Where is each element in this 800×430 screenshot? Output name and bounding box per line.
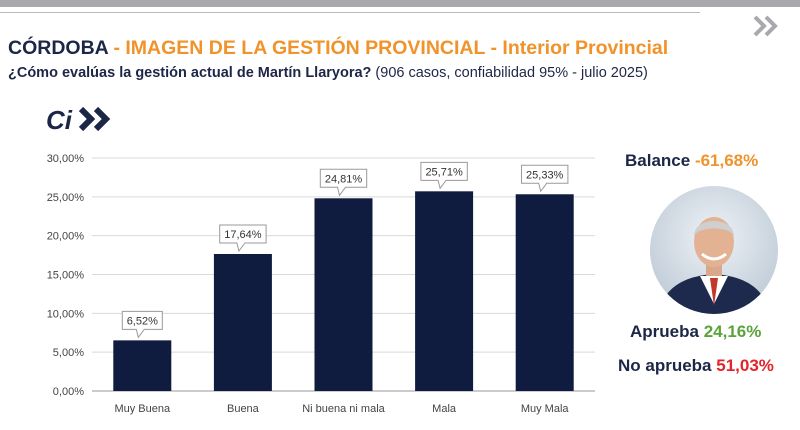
x-tick-label: Muy Mala bbox=[521, 403, 570, 415]
data-label-callout bbox=[420, 161, 468, 190]
balance-value: -61,68% bbox=[694, 151, 759, 170]
y-tick-label: 10,00% bbox=[47, 308, 85, 320]
data-label: 17,64% bbox=[224, 229, 262, 241]
disapprove-value: 51,03% bbox=[716, 356, 774, 375]
x-tick-label: Muy Buena bbox=[114, 403, 171, 415]
title-main: IMAGEN DE LA GESTIÓN PROVINCIAL - Interi… bbox=[125, 37, 669, 59]
bar bbox=[213, 253, 272, 391]
double-chevron-right-icon[interactable] bbox=[752, 14, 780, 38]
top-bar bbox=[0, 0, 800, 7]
y-tick-label: 0,00% bbox=[53, 386, 84, 398]
question-details: (906 casos, confiabilidad 95% - julio 20… bbox=[371, 65, 648, 81]
bar bbox=[515, 194, 574, 391]
double-chevron-logo-icon bbox=[78, 106, 111, 132]
logo: Ci bbox=[46, 105, 111, 134]
title-region: CÓRDOBA bbox=[8, 37, 109, 59]
logo-text: Ci bbox=[46, 105, 73, 134]
balance-label: Balance bbox=[625, 151, 691, 170]
y-tick-label: 30,00% bbox=[47, 153, 85, 165]
data-label-callout bbox=[219, 224, 267, 253]
question-subtitle: ¿Cómo evalúas la gestión actual de Martí… bbox=[8, 65, 648, 81]
approve-value: 24,16% bbox=[703, 322, 762, 341]
approve-summary: Aprueba 24,16% bbox=[630, 322, 761, 342]
data-label: 6,52% bbox=[127, 315, 158, 327]
question-text: ¿Cómo evalúas la gestión actual de Martí… bbox=[8, 65, 372, 81]
title-separator: - bbox=[108, 37, 126, 59]
data-label: 25,33% bbox=[526, 169, 564, 181]
bar bbox=[314, 198, 373, 391]
page-title: CÓRDOBA - IMAGEN DE LA GESTIÓN PROVINCIA… bbox=[8, 37, 668, 60]
top-divider bbox=[0, 12, 700, 13]
disapprove-label: No aprueba bbox=[618, 356, 712, 375]
bar bbox=[113, 340, 172, 391]
x-tick-label: Buena bbox=[227, 403, 260, 415]
governor-portrait bbox=[650, 186, 778, 314]
y-tick-label: 15,00% bbox=[47, 270, 85, 282]
bar bbox=[415, 191, 474, 391]
data-label: 24,81% bbox=[325, 173, 363, 185]
x-tick-label: Ni buena ni mala bbox=[302, 403, 385, 415]
data-label: 25,71% bbox=[425, 166, 463, 178]
approval-bar-chart: 0,00% 5,00% 10,00% 15,00% 20,00% 25,00% 30,00%… bbox=[47, 153, 595, 415]
y-tick-label: 25,00% bbox=[47, 192, 85, 204]
y-tick-label: 5,00% bbox=[53, 347, 84, 359]
disapprove-summary: No aprueba 51,03% bbox=[618, 356, 774, 376]
data-label-callout bbox=[121, 310, 163, 339]
y-tick-label: 20,00% bbox=[47, 231, 85, 243]
approve-label: Aprueba bbox=[630, 322, 699, 341]
data-label-callout bbox=[521, 164, 569, 193]
data-label-callout bbox=[319, 168, 368, 197]
balance-summary: Balance -61,68% bbox=[625, 151, 758, 171]
x-tick-label: Mala bbox=[432, 403, 457, 415]
